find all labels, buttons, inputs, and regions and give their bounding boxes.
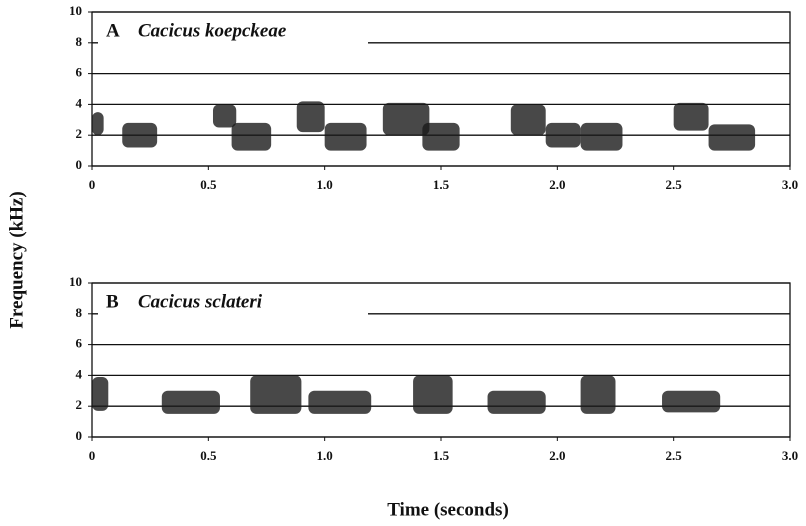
note — [382, 102, 430, 136]
y-tick-label: 6 — [76, 336, 83, 351]
y-tick-label: 8 — [76, 305, 83, 320]
note — [580, 375, 616, 414]
note — [662, 390, 721, 413]
y-tick-label: 8 — [76, 34, 83, 49]
note — [212, 104, 237, 128]
y-tick-label: 10 — [69, 274, 82, 289]
panel-label: A — [106, 20, 120, 41]
x-tick-label: 0 — [89, 448, 96, 463]
x-tick-label: 2.5 — [666, 448, 683, 463]
panel-label: B — [106, 291, 119, 312]
note — [545, 122, 581, 148]
species-name: Cacicus koepckeae — [138, 20, 287, 41]
x-tick-label: 2.0 — [549, 177, 565, 192]
y-tick-label: 4 — [76, 95, 83, 110]
note — [413, 375, 453, 414]
x-tick-label: 2.0 — [549, 448, 565, 463]
note — [308, 390, 372, 414]
note — [161, 390, 220, 414]
x-axis-title: Time (seconds) — [387, 499, 509, 520]
y-tick-label: 4 — [76, 366, 83, 381]
note — [122, 122, 158, 148]
x-tick-label: 1.5 — [433, 177, 450, 192]
note — [324, 122, 367, 151]
x-tick-label: 0 — [89, 177, 96, 192]
note — [510, 104, 546, 136]
y-tick-label: 6 — [76, 65, 83, 80]
y-tick-label: 10 — [69, 3, 82, 18]
note — [296, 101, 325, 133]
y-tick-label: 2 — [76, 126, 83, 141]
x-tick-label: 0.5 — [200, 448, 217, 463]
note — [422, 122, 460, 151]
x-tick-label: 3.0 — [782, 177, 798, 192]
x-tick-label: 1.0 — [317, 448, 333, 463]
note — [231, 122, 272, 151]
species-name: Cacicus sclateri — [138, 291, 263, 312]
y-tick-label: 0 — [76, 428, 83, 443]
label-bg — [98, 18, 368, 46]
x-tick-label: 3.0 — [782, 448, 798, 463]
y-axis-title: Frequency (kHz) — [6, 191, 27, 328]
x-tick-label: 1.0 — [317, 177, 333, 192]
y-tick-label: 2 — [76, 397, 83, 412]
x-tick-label: 0.5 — [200, 177, 217, 192]
note — [250, 375, 302, 414]
y-tick-label: 0 — [76, 157, 83, 172]
x-tick-label: 1.5 — [433, 448, 450, 463]
label-bg — [98, 289, 368, 317]
note — [580, 122, 623, 151]
note — [673, 102, 709, 131]
note — [92, 376, 109, 411]
x-tick-label: 2.5 — [666, 177, 683, 192]
note — [708, 124, 756, 151]
note — [487, 390, 546, 414]
note — [92, 112, 104, 136]
